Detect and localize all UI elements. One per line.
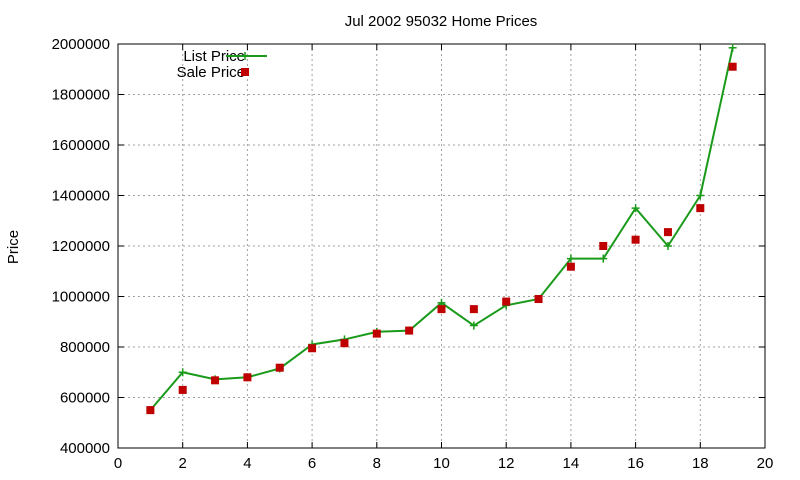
- y-tick-label: 1400000: [52, 188, 110, 205]
- sale-price-point: [340, 339, 349, 348]
- x-tick-label: 8: [373, 455, 381, 472]
- x-tick-label: 14: [563, 455, 580, 472]
- sale-price-point: [599, 242, 608, 250]
- sale-price-point: [275, 363, 284, 372]
- list-price-point: [469, 321, 478, 330]
- list-price-point: [663, 242, 672, 250]
- list-price-point: [631, 204, 640, 213]
- x-tick-label: 2: [179, 455, 187, 472]
- x-tick-label: 0: [114, 455, 122, 472]
- y-tick-label: 800000: [60, 339, 110, 356]
- sale-price-point: [211, 376, 220, 385]
- sale-price-point: [696, 204, 705, 213]
- y-axis-label: Price: [5, 230, 22, 264]
- sale-price-point: [663, 228, 672, 237]
- sale-price-point: [178, 385, 187, 394]
- sale-price-point: [631, 235, 640, 244]
- x-tick-label: 10: [433, 455, 450, 472]
- y-tick-label: 1000000: [52, 289, 110, 306]
- x-tick-label: 18: [692, 455, 709, 472]
- legend-square-swatch: [241, 68, 249, 76]
- x-tick-label: 12: [498, 455, 515, 472]
- x-tick-label: 4: [243, 455, 251, 472]
- sale-price-point: [372, 329, 381, 338]
- x-tick-label: 20: [757, 455, 774, 472]
- sale-price-point: [243, 373, 252, 382]
- y-tick-label: 1800000: [52, 87, 110, 104]
- sale-price-point: [566, 262, 575, 271]
- sale-price-point: [308, 344, 317, 353]
- sale-price-point: [728, 62, 737, 71]
- list-price-point: [696, 191, 705, 200]
- chart-title: Jul 2002 95032 Home Prices: [345, 13, 538, 30]
- list-price-point: [728, 43, 737, 52]
- y-tick-label: 400000: [60, 440, 110, 457]
- sale-price-point: [146, 406, 155, 415]
- sale-price-point: [469, 305, 478, 314]
- x-tick-label: 6: [308, 455, 316, 472]
- sale-price-point: [405, 326, 414, 335]
- sale-price-point: [534, 295, 543, 304]
- legend-label: List Price: [183, 48, 245, 65]
- x-tick-label: 16: [627, 455, 644, 472]
- list-price-point: [178, 368, 187, 377]
- legend-label: Sale Price: [177, 64, 245, 81]
- y-tick-label: 1200000: [52, 238, 110, 255]
- y-tick-label: 1600000: [52, 137, 110, 154]
- y-tick-label: 2000000: [52, 36, 110, 53]
- list-price-point: [599, 254, 608, 263]
- y-tick-label: 600000: [60, 390, 110, 407]
- list-price-point: [566, 254, 575, 263]
- sale-price-point: [437, 305, 446, 314]
- sale-price-point: [502, 297, 511, 306]
